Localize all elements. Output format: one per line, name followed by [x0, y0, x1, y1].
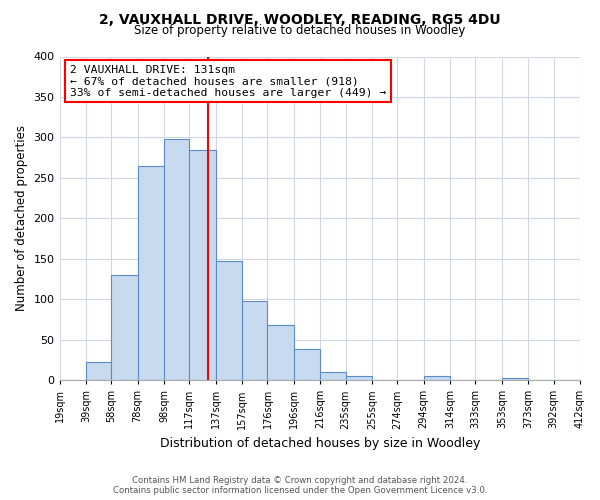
X-axis label: Distribution of detached houses by size in Woodley: Distribution of detached houses by size …: [160, 437, 480, 450]
Text: 2 VAUXHALL DRIVE: 131sqm
← 67% of detached houses are smaller (918)
33% of semi-: 2 VAUXHALL DRIVE: 131sqm ← 67% of detach…: [70, 64, 386, 98]
Bar: [242, 301, 268, 380]
Bar: [164, 139, 190, 380]
Bar: [216, 261, 242, 380]
Bar: [111, 275, 137, 380]
Bar: [86, 362, 111, 380]
Bar: [502, 378, 529, 380]
Text: 2, VAUXHALL DRIVE, WOODLEY, READING, RG5 4DU: 2, VAUXHALL DRIVE, WOODLEY, READING, RG5…: [99, 12, 501, 26]
Y-axis label: Number of detached properties: Number of detached properties: [15, 126, 28, 312]
Bar: [320, 372, 346, 380]
Bar: [137, 166, 164, 380]
Text: Size of property relative to detached houses in Woodley: Size of property relative to detached ho…: [134, 24, 466, 37]
Bar: [346, 376, 372, 380]
Bar: [190, 150, 216, 380]
Bar: [268, 325, 294, 380]
Bar: [294, 350, 320, 380]
Text: Contains HM Land Registry data © Crown copyright and database right 2024.
Contai: Contains HM Land Registry data © Crown c…: [113, 476, 487, 495]
Bar: [424, 376, 450, 380]
